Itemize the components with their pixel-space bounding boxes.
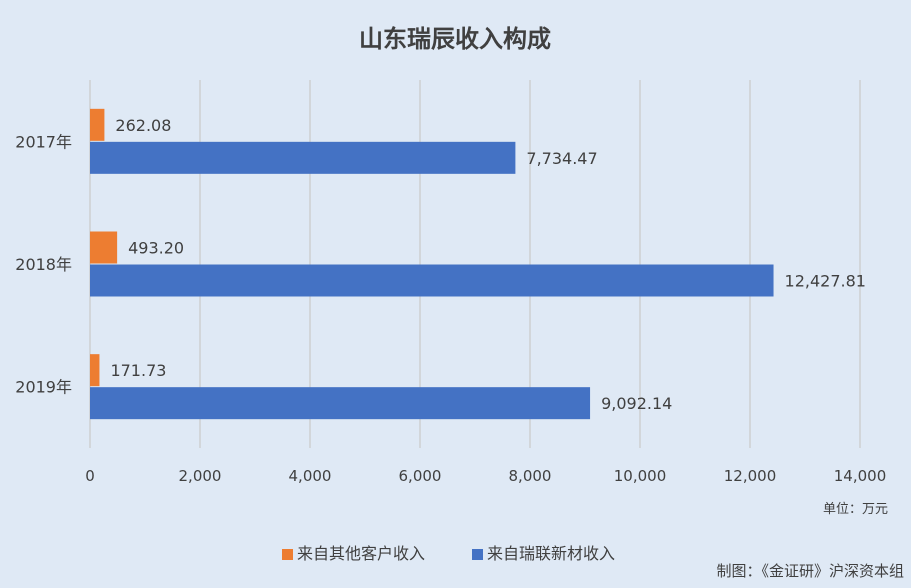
data-label: 12,427.81 [785, 272, 866, 291]
chart-title: 山东瑞辰收入构成 [359, 25, 551, 53]
bar [90, 387, 591, 420]
x-tick-label: 2,000 [179, 467, 222, 485]
category-label: 2018年 [15, 255, 72, 274]
x-tick-labels: 0 2,000 4,000 6,000 8,000 10,000 12,000 14,000 [85, 467, 886, 485]
source-note: 制图：《金证研》沪深资本组 [716, 562, 904, 580]
category-label: 2019年 [15, 378, 72, 397]
legend-swatch [282, 549, 293, 560]
bar [90, 354, 100, 387]
data-label: 7,734.47 [526, 149, 597, 168]
data-label: 171.73 [110, 361, 166, 380]
legend-label: 来自瑞联新材收入 [487, 544, 615, 563]
legend-swatch [472, 549, 483, 560]
category-labels: 2017年 2018年 2019年 [15, 132, 72, 396]
legend: 来自其他客户收入 来自瑞联新材收入 [282, 544, 615, 563]
bar [90, 264, 774, 297]
category-label: 2017年 [15, 132, 72, 151]
bar [90, 108, 105, 141]
bar [90, 141, 516, 174]
legend-label: 来自其他客户收入 [297, 544, 425, 563]
x-tick-label: 4,000 [289, 467, 332, 485]
bars: 262.08 7,734.47 493.20 12,427.81 171.73 9,092… [90, 108, 866, 420]
x-tick-label: 6,000 [399, 467, 442, 485]
data-label: 262.08 [115, 116, 171, 135]
x-tick-label: 14,000 [834, 467, 887, 485]
data-label: 493.20 [128, 239, 184, 258]
x-tick-label: 0 [85, 467, 95, 485]
x-tick-label: 10,000 [614, 467, 667, 485]
x-tick-label: 12,000 [724, 467, 777, 485]
unit-note: 单位：万元 [823, 502, 888, 517]
bar [90, 231, 118, 264]
gridlines [89, 80, 861, 448]
data-label: 9,092.14 [601, 394, 672, 413]
x-tick-label: 8,000 [509, 467, 552, 485]
